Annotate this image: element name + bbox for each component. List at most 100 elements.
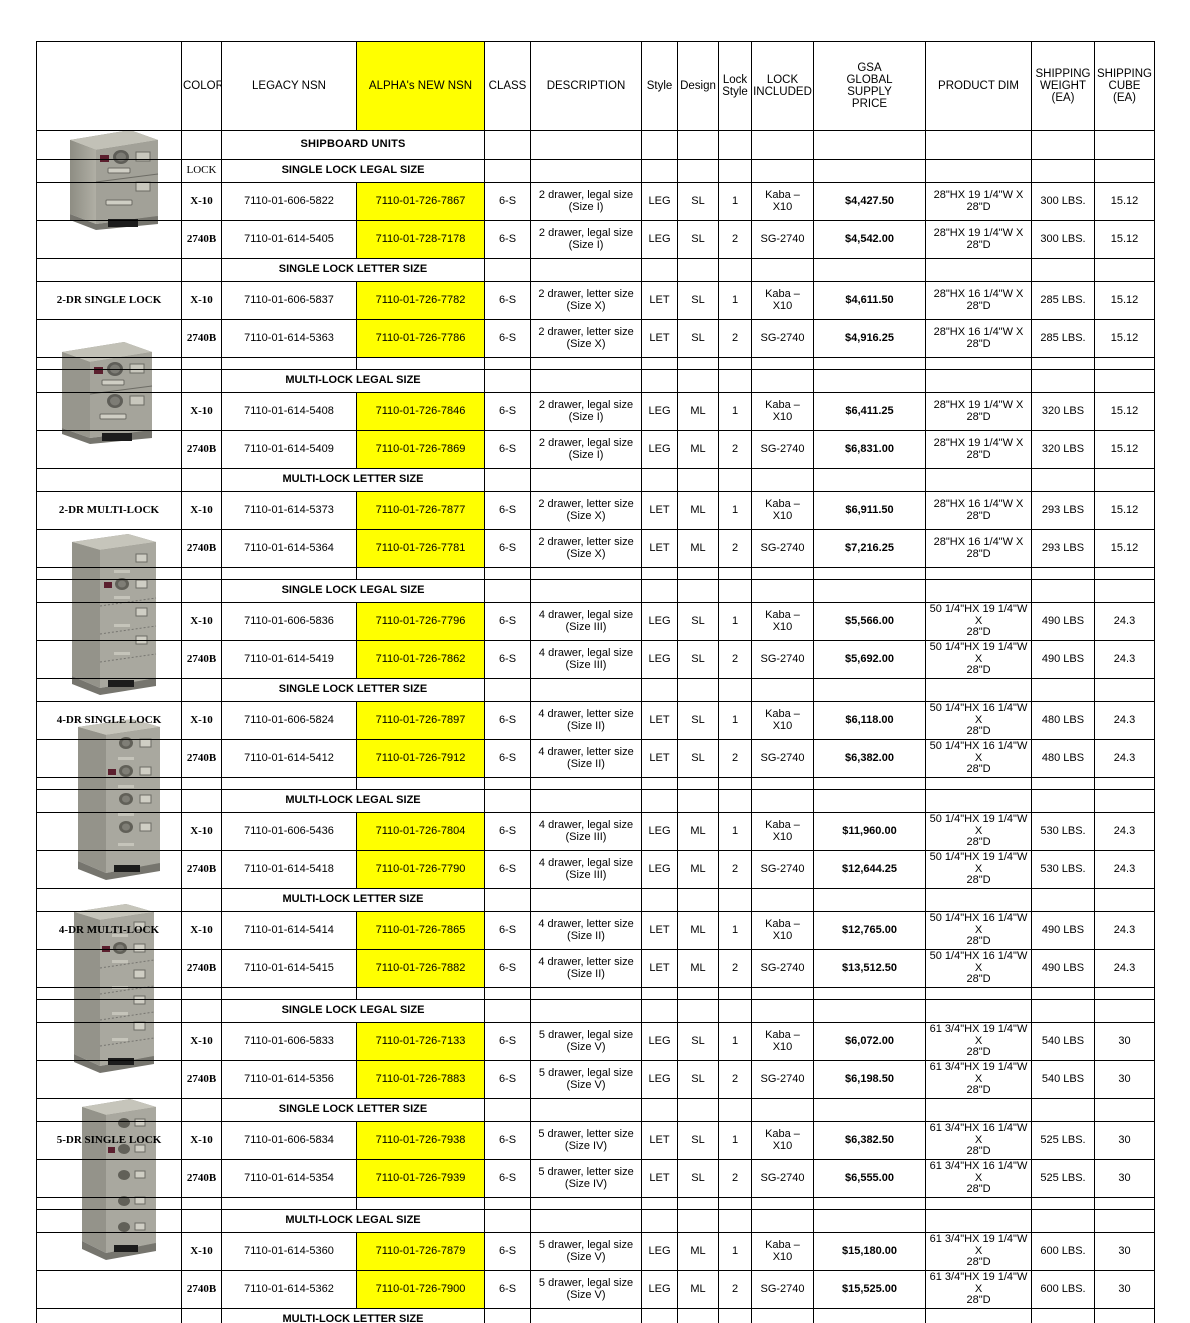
cell-lock-included: Kaba – X10 (751, 281, 814, 320)
cell-class: 6-S (484, 1270, 531, 1309)
cell-blank (181, 1098, 222, 1122)
section-header-row: MULTI-LOCK LETTER SIZE (36, 468, 1155, 492)
cell-design: SL (677, 701, 719, 740)
desc-line1: 5 drawer, letter size (538, 1165, 634, 1178)
dim-line2: 28"D (966, 973, 991, 986)
desc-line2: (Size X) (566, 299, 606, 312)
desc-line2: (Size V) (566, 1078, 606, 1091)
cell-product-dim: 50 1/4"HX 19 1/4"W X 28"D (925, 812, 1032, 851)
cell-shipping-weight: 540 LBS (1031, 1060, 1095, 1099)
cell-image (36, 850, 182, 889)
cell-shipping-cube: 30 (1094, 1060, 1155, 1099)
desc-line2: (Size I) (568, 238, 604, 251)
cell-blank (1094, 1209, 1155, 1233)
cell-blank (751, 789, 814, 813)
cell-style: LET (641, 281, 678, 320)
cell-blank (641, 987, 678, 1000)
cell-blank (484, 1308, 531, 1323)
header-price-line3: SUPPLY (847, 86, 892, 98)
cell-blank (1094, 1098, 1155, 1122)
cell-blank (813, 130, 926, 160)
cell-blank (1031, 357, 1095, 370)
cell-blank (813, 1308, 926, 1323)
cell-alpha-nsn: 7110-01-726-7846 (356, 392, 485, 431)
cell-lock-style: 1 (718, 812, 752, 851)
cell-blank (925, 130, 1032, 160)
cell-blank (751, 888, 814, 912)
cell-legacy-nsn: 7110-01-606-5836 (221, 602, 357, 641)
cell-blank (1031, 567, 1095, 580)
cell-blank (356, 987, 485, 1000)
cell-blank (530, 987, 642, 1000)
cell-lock-style: 2 (718, 319, 752, 358)
cell-blank (181, 1197, 222, 1210)
cell-blank (484, 1209, 531, 1233)
cell-blank (1031, 1197, 1095, 1210)
cell-color: X-10 (181, 392, 222, 431)
cell-blank (641, 1308, 678, 1323)
cell-design: SL (677, 602, 719, 641)
cell-design: SL (677, 281, 719, 320)
table-row: 2740B 7110-01-614-5418 7110-01-726-7790 … (36, 850, 1155, 889)
cell-design: ML (677, 812, 719, 851)
table-row: 5-DR SINGLE LOCK X-10 7110-01-606-5834 7… (36, 1121, 1155, 1160)
cell-blank (181, 888, 222, 912)
cell-class: 6-S (484, 1060, 531, 1099)
cell-legacy-nsn: 7110-01-614-5405 (221, 220, 357, 259)
desc-line2: (Size V) (566, 1288, 606, 1301)
cell-blank (36, 987, 182, 1000)
cell-image (36, 258, 182, 282)
cell-product-dim: 28"HX 16 1/4"W X 28"D (925, 491, 1032, 530)
cell-product-dim: 28"HX 19 1/4"W X 28"D (925, 430, 1032, 469)
cell-blank (718, 1209, 752, 1233)
section-title-s5: SINGLE LOCK LEGAL SIZE (221, 579, 485, 603)
cell-blank (1031, 579, 1095, 603)
cell-legacy-nsn: 7110-01-614-5362 (221, 1270, 357, 1309)
cell-blank (484, 468, 531, 492)
cell-design: ML (677, 911, 719, 950)
cell-alpha-nsn: 7110-01-726-7939 (356, 1159, 485, 1198)
cell-blank (530, 777, 642, 790)
cell-blank (530, 258, 642, 282)
cell-lock-style: 1 (718, 602, 752, 641)
cell-class: 6-S (484, 701, 531, 740)
header-class: CLASS (484, 41, 531, 131)
cell-blank (718, 369, 752, 393)
cell-blank (677, 987, 719, 1000)
cell-lock-included: SG-2740 (751, 529, 814, 568)
cell-blank (36, 739, 182, 778)
cell-shipping-weight: 525 LBS. (1031, 1121, 1095, 1160)
cell-style: LET (641, 911, 678, 950)
cell-description: 4 drawer, legal size (Size III) (530, 850, 642, 889)
cell-lock-style: 1 (718, 392, 752, 431)
desc-line2: (Size III) (565, 620, 607, 633)
cell-price: $11,960.00 (813, 812, 926, 851)
dim-line1: 28"HX 16 1/4"W X 28"D (933, 287, 1024, 312)
cell-lock-included: SG-2740 (751, 850, 814, 889)
cell-color: 2740B (181, 739, 222, 778)
cell-alpha-nsn: 7110-01-726-7781 (356, 529, 485, 568)
cell-legacy-nsn: 7110-01-614-5408 (221, 392, 357, 431)
cell-style: LET (641, 529, 678, 568)
cell-product-dim: 28"HX 16 1/4"W X 28"D (925, 281, 1032, 320)
dim-line2: 28"D (966, 664, 991, 677)
table-row: 2740B 7110-01-614-5364 7110-01-726-7781 … (36, 529, 1155, 568)
header-shipping-weight: SHIPPING WEIGHT (EA) (1031, 41, 1095, 131)
cell-blank (925, 258, 1032, 282)
cell-blank (484, 789, 531, 813)
cell-blank (925, 1308, 1032, 1323)
cell-blank (530, 1308, 642, 1323)
cell-lock-style: 1 (718, 1022, 752, 1061)
cell-blank (925, 567, 1032, 580)
table-header-row: COLOR LEGACY NSN ALPHA's NEW NSN CLASS D… (36, 41, 1155, 131)
cell-blank (484, 678, 531, 702)
cell-shipping-weight: 600 LBS. (1031, 1270, 1095, 1309)
header-color: COLOR (181, 41, 222, 131)
cell-lock-style: 2 (718, 529, 752, 568)
cell-lock-style: 1 (718, 701, 752, 740)
desc-line1: 2 drawer, legal size (538, 226, 634, 239)
section-title-s4: MULTI-LOCK LETTER SIZE (221, 468, 485, 492)
cell-blank (356, 777, 485, 790)
cell-image (36, 468, 182, 492)
cell-blank (925, 777, 1032, 790)
